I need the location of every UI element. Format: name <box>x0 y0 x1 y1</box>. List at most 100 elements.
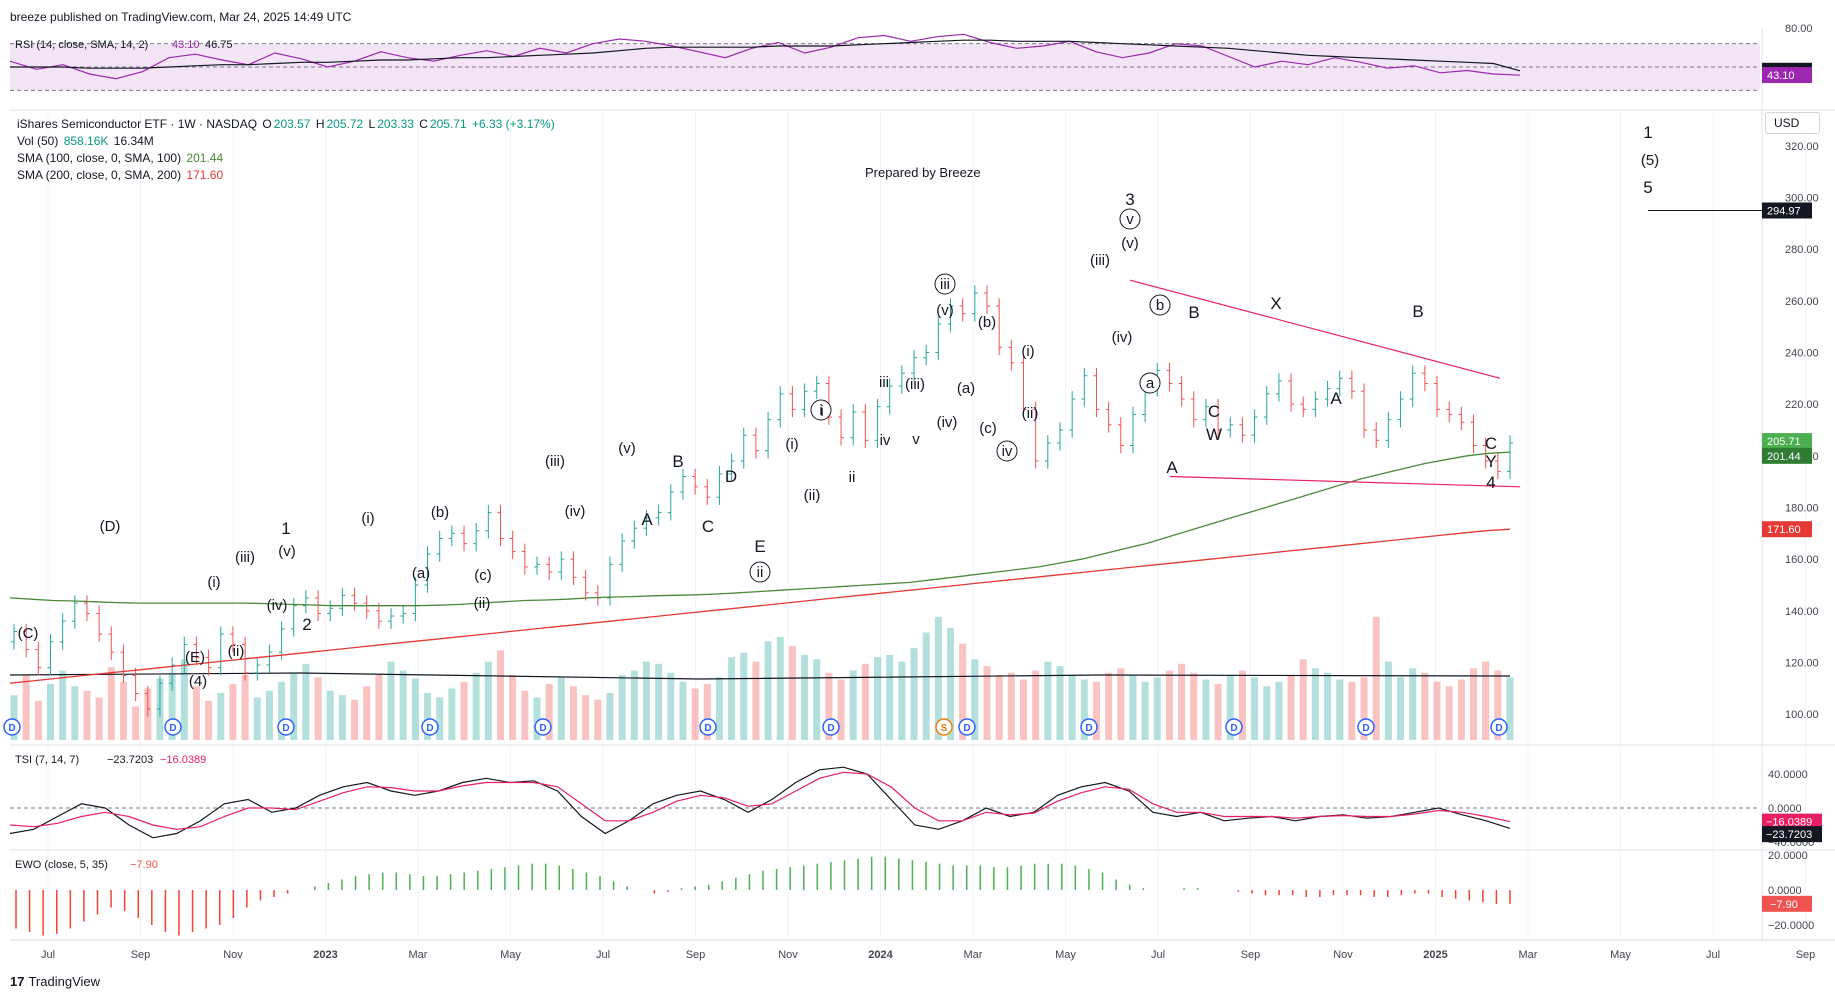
wave-label: (iv) <box>937 414 958 431</box>
wave-label: W <box>1206 425 1222 444</box>
event-marker-label: D <box>8 723 15 734</box>
volume-bar <box>582 695 590 740</box>
volume-bar <box>995 675 1003 740</box>
x-tick-label: Jul <box>596 949 610 961</box>
volume-bar <box>338 695 346 740</box>
volume-bar <box>667 672 675 740</box>
volume-bar <box>290 672 298 740</box>
volume-value: 858.16K <box>63 134 109 148</box>
x-tick-label: Jul <box>1706 949 1720 961</box>
sma100-value: 201.44 <box>186 151 224 165</box>
volume-bar <box>655 663 663 740</box>
volume-bar <box>132 706 140 740</box>
wave-label: (c) <box>474 567 492 584</box>
volume-bar <box>10 695 18 740</box>
wave-label: v <box>1126 211 1134 228</box>
tsi-y-tick: 40.0000 <box>1768 769 1808 781</box>
ohlc-low-label: L <box>368 117 376 131</box>
wave-label: E <box>754 537 765 556</box>
volume-bar <box>533 697 541 740</box>
wave-label: (E) <box>185 649 205 666</box>
wave-label: (iii) <box>235 549 255 566</box>
price-tag <box>1762 521 1812 538</box>
volume-bar <box>849 670 857 740</box>
x-tick-label: Sep <box>1241 949 1261 961</box>
price-y-tick: 240.00 <box>1785 348 1819 360</box>
event-marker-label: D <box>827 723 834 734</box>
tsi-signal-legend-value: −16.0389 <box>160 754 206 766</box>
volume-bar <box>715 677 723 740</box>
upper-trendline <box>1129 279 1501 379</box>
volume-bar <box>557 677 565 740</box>
volume-bar <box>71 686 79 740</box>
volume-bar <box>1007 672 1015 740</box>
wave-label: (b) <box>978 314 996 331</box>
wave-label: D <box>725 467 737 486</box>
ohlc-close: 205.71 <box>429 117 467 131</box>
dividend-event-marker <box>1357 718 1375 736</box>
volume-bar <box>363 686 371 740</box>
event-marker-label: D <box>963 723 970 734</box>
volume-bar <box>95 697 103 740</box>
symbol-title: iShares Semiconductor ETF · 1W · NASDAQ <box>17 117 258 131</box>
wave-label: iii <box>940 276 950 293</box>
volume-bar <box>642 661 650 740</box>
volume-bar <box>1348 681 1356 740</box>
wave-label: (i) <box>207 574 220 591</box>
volume-bar <box>910 648 918 740</box>
tsi-legend-value: −23.7203 <box>107 754 153 766</box>
wave-label: (v) <box>1121 235 1139 252</box>
volume-bar <box>922 632 930 740</box>
wave-label: (i) <box>361 510 374 527</box>
volume-bar <box>1080 679 1088 740</box>
wave-label: C <box>1208 402 1220 421</box>
wave-label: (i) <box>785 436 798 453</box>
currency-button[interactable]: USD <box>1765 112 1820 134</box>
wave-label: 2 <box>302 615 311 634</box>
volume-bar <box>703 684 711 740</box>
wave-label: C <box>702 517 714 536</box>
symbol-legend: iShares Semiconductor ETF · 1W · NASDAQ … <box>17 117 557 131</box>
wave-label: (a) <box>412 565 430 582</box>
volume-bar <box>934 616 942 740</box>
volume-label: Vol (50) <box>17 134 59 148</box>
x-tick-label: Sep <box>686 949 706 961</box>
event-marker-label: D <box>169 723 176 734</box>
ohlc-open: 203.57 <box>273 117 311 131</box>
volume-bar <box>1336 679 1344 740</box>
sma200-legend: SMA (200, close, 0, SMA, 200) 171.60 <box>17 168 225 182</box>
volume-bar <box>375 675 383 740</box>
volume-bar <box>1092 681 1100 740</box>
wave-label: (C) <box>18 625 39 642</box>
volume-bar <box>1141 681 1149 740</box>
wave-label: (iv) <box>565 503 586 520</box>
price-tag-label: 201.44 <box>1767 451 1801 463</box>
volume-bar <box>1044 661 1052 740</box>
wave-label: (v) <box>278 543 296 560</box>
wave-label: 3 <box>1125 190 1134 209</box>
volume-bar <box>740 652 748 740</box>
dividend-event-marker <box>1080 718 1098 736</box>
price-tag-label: 171.60 <box>1767 524 1801 536</box>
event-marker-label: D <box>1230 723 1237 734</box>
volume-bar <box>1153 677 1161 740</box>
price-y-tick: 320.00 <box>1785 141 1819 153</box>
rsi-price-tag <box>1762 67 1812 84</box>
ewo-y-tick: 0.0000 <box>1768 885 1802 897</box>
volume-bar <box>229 684 237 740</box>
event-marker-label: D <box>1495 723 1502 734</box>
wave-label: a <box>1146 375 1155 392</box>
volume-bar <box>22 675 30 740</box>
dividend-event-marker <box>958 718 976 736</box>
volume-bar <box>1190 672 1198 740</box>
wave-label: (ii) <box>804 487 821 504</box>
volume-bar <box>594 699 602 740</box>
volume-bar <box>1470 668 1478 740</box>
volume-bar <box>180 659 188 740</box>
volume-bar <box>1226 675 1234 740</box>
volume-bar <box>764 641 772 740</box>
volume-bar <box>46 684 54 740</box>
wave-label-circle <box>1119 208 1141 230</box>
x-tick-label: Jul <box>41 949 55 961</box>
